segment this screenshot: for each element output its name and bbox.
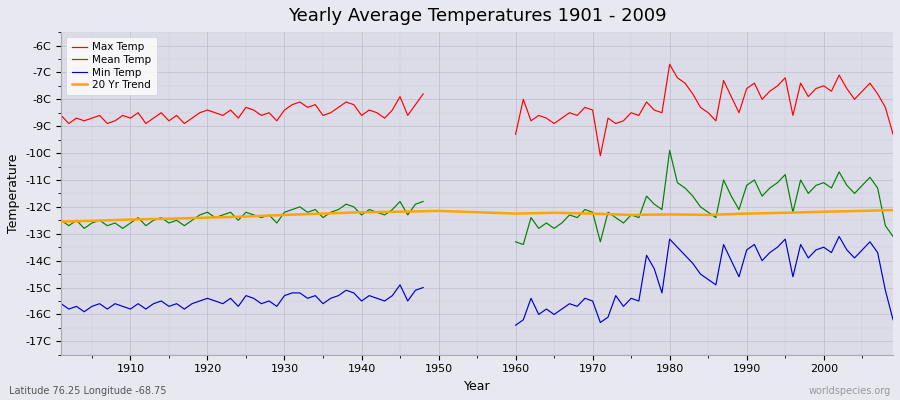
- Text: worldspecies.org: worldspecies.org: [809, 386, 891, 396]
- Y-axis label: Temperature: Temperature: [7, 154, 20, 233]
- Mean Temp: [887, 234, 898, 239]
- Max Temp: [117, 113, 128, 118]
- 20 Yr Trend: [240, 214, 251, 219]
- 20 Yr Trend: [164, 216, 175, 221]
- 20 Yr Trend: [818, 209, 829, 214]
- Line: Min Temp: Min Temp: [61, 236, 893, 325]
- 20 Yr Trend: [318, 211, 328, 216]
- 20 Yr Trend: [56, 219, 67, 224]
- 20 Yr Trend: [742, 211, 752, 216]
- Line: 20 Yr Trend: 20 Yr Trend: [61, 210, 893, 222]
- Max Temp: [887, 132, 898, 137]
- Min Temp: [887, 318, 898, 322]
- Min Temp: [510, 323, 521, 328]
- Line: Mean Temp: Mean Temp: [61, 150, 893, 244]
- Mean Temp: [333, 207, 344, 212]
- Mean Temp: [518, 242, 528, 247]
- Mean Temp: [610, 215, 621, 220]
- 20 Yr Trend: [587, 211, 598, 216]
- 20 Yr Trend: [626, 212, 636, 217]
- Title: Yearly Average Temperatures 1901 - 2009: Yearly Average Temperatures 1901 - 2009: [288, 7, 666, 25]
- Max Temp: [510, 132, 521, 137]
- Min Temp: [518, 318, 528, 322]
- Line: Max Temp: Max Temp: [61, 64, 893, 156]
- X-axis label: Year: Year: [464, 380, 490, 393]
- Min Temp: [287, 290, 298, 295]
- Max Temp: [518, 97, 528, 102]
- Mean Temp: [56, 218, 67, 223]
- 20 Yr Trend: [433, 208, 444, 213]
- Min Temp: [56, 301, 67, 306]
- Text: Latitude 76.25 Longitude -68.75: Latitude 76.25 Longitude -68.75: [9, 386, 166, 396]
- 20 Yr Trend: [86, 218, 97, 223]
- Max Temp: [56, 113, 67, 118]
- 20 Yr Trend: [703, 212, 714, 217]
- 20 Yr Trend: [549, 210, 560, 215]
- Min Temp: [610, 293, 621, 298]
- 20 Yr Trend: [887, 208, 898, 212]
- Min Temp: [333, 293, 344, 298]
- 20 Yr Trend: [125, 217, 136, 222]
- Max Temp: [333, 105, 344, 110]
- 20 Yr Trend: [356, 210, 367, 215]
- Mean Temp: [510, 240, 521, 244]
- 20 Yr Trend: [857, 208, 868, 213]
- 20 Yr Trend: [202, 215, 213, 220]
- Mean Temp: [287, 207, 298, 212]
- Mean Temp: [117, 226, 128, 231]
- Min Temp: [117, 304, 128, 309]
- 20 Yr Trend: [394, 209, 405, 214]
- Max Temp: [287, 102, 298, 107]
- 20 Yr Trend: [664, 212, 675, 217]
- Max Temp: [610, 121, 621, 126]
- 20 Yr Trend: [510, 211, 521, 216]
- Legend: Max Temp, Mean Temp, Min Temp, 20 Yr Trend: Max Temp, Mean Temp, Min Temp, 20 Yr Tre…: [67, 37, 157, 96]
- 20 Yr Trend: [779, 210, 790, 215]
- 20 Yr Trend: [718, 212, 729, 217]
- 20 Yr Trend: [279, 212, 290, 217]
